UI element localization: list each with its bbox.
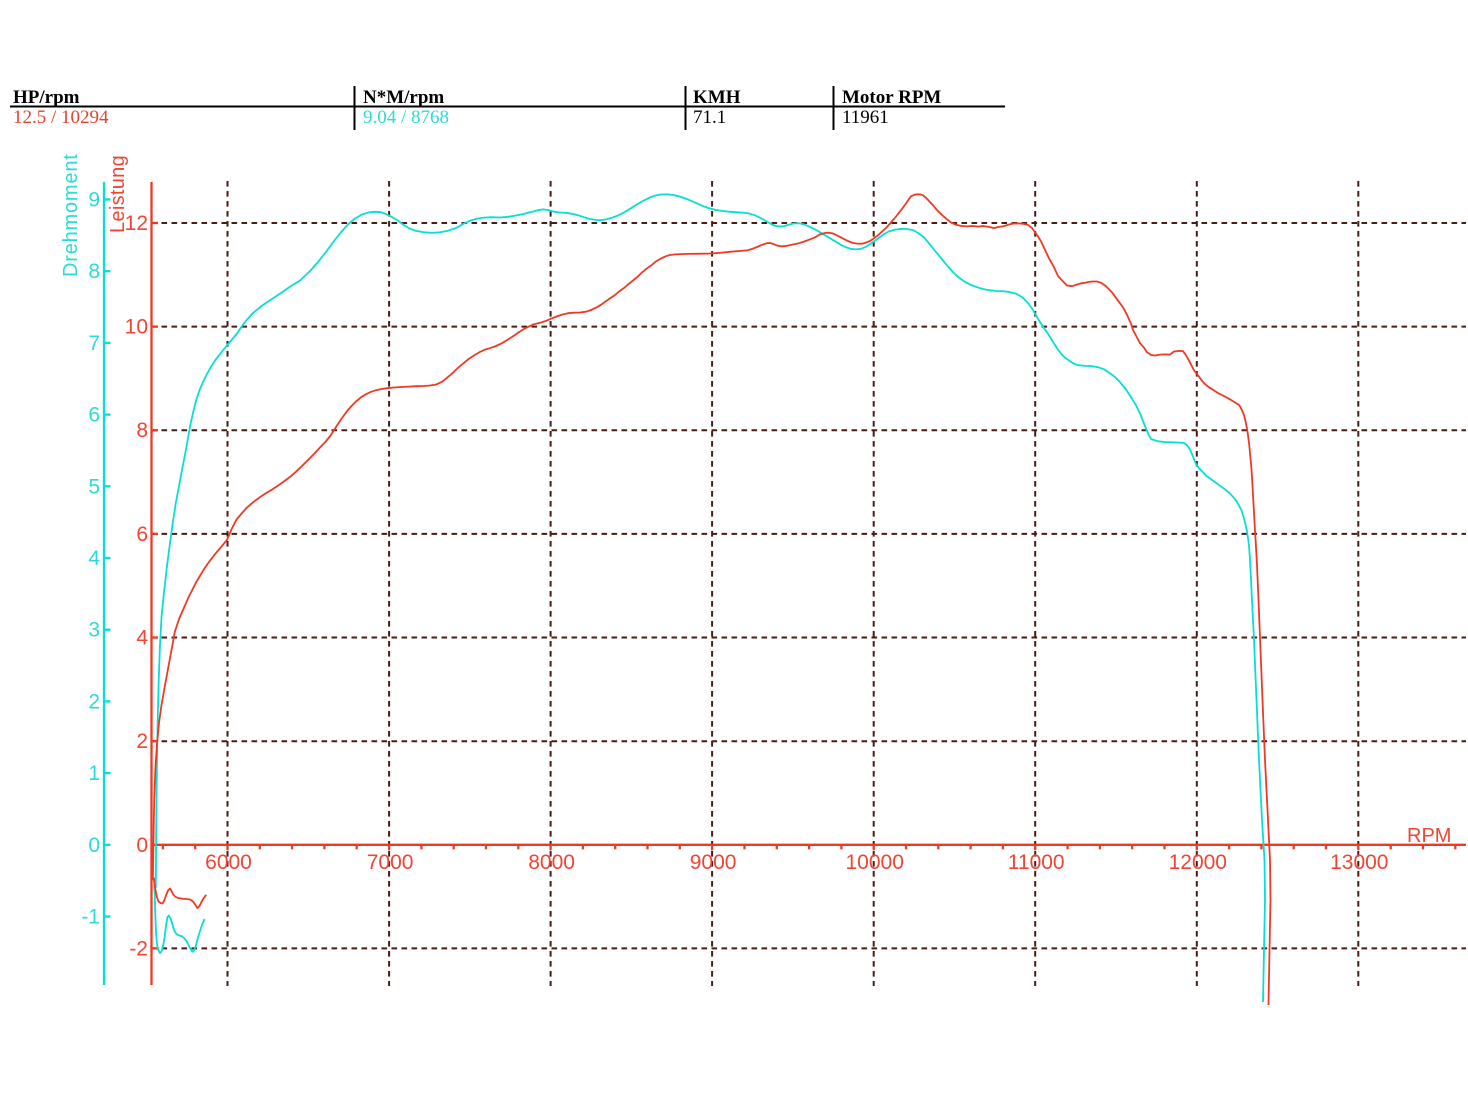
svg-text:6: 6 — [136, 523, 148, 546]
svg-text:8000: 8000 — [528, 851, 575, 874]
svg-text:Leistung: Leistung — [107, 155, 129, 233]
svg-text:N*M/rpm: N*M/rpm — [363, 87, 444, 108]
svg-text:KMH: KMH — [693, 87, 741, 108]
svg-text:3: 3 — [88, 619, 100, 642]
svg-text:12000: 12000 — [1169, 851, 1227, 874]
svg-text:13000: 13000 — [1330, 851, 1388, 874]
svg-text:10: 10 — [125, 316, 148, 339]
svg-text:12.5 / 10294: 12.5 / 10294 — [13, 107, 109, 128]
svg-text:8: 8 — [88, 260, 100, 283]
svg-text:RPM: RPM — [1407, 825, 1451, 847]
svg-text:6000: 6000 — [205, 851, 252, 874]
svg-text:4: 4 — [88, 547, 100, 570]
svg-text:-2: -2 — [129, 937, 148, 960]
svg-text:0: 0 — [88, 834, 100, 857]
svg-text:1: 1 — [88, 762, 100, 785]
svg-text:Drehmoment: Drehmoment — [60, 153, 82, 277]
svg-text:71.1: 71.1 — [693, 107, 726, 128]
svg-text:HP/rpm: HP/rpm — [13, 87, 80, 108]
svg-text:2: 2 — [88, 690, 100, 713]
svg-text:5: 5 — [88, 475, 100, 498]
svg-text:6: 6 — [88, 404, 100, 427]
svg-text:8: 8 — [136, 419, 148, 442]
svg-text:Motor RPM: Motor RPM — [842, 87, 941, 108]
svg-text:7: 7 — [88, 332, 100, 355]
svg-text:2: 2 — [136, 730, 148, 753]
svg-text:7000: 7000 — [367, 851, 414, 874]
svg-text:9000: 9000 — [690, 851, 737, 874]
svg-text:4: 4 — [136, 627, 148, 650]
svg-text:12: 12 — [125, 212, 148, 235]
svg-text:11000: 11000 — [1008, 851, 1065, 874]
svg-text:-1: -1 — [81, 906, 100, 929]
svg-text:9.04 / 8768: 9.04 / 8768 — [363, 107, 449, 128]
svg-text:10000: 10000 — [845, 851, 903, 874]
svg-text:9: 9 — [88, 189, 100, 212]
svg-text:0: 0 — [136, 834, 148, 857]
svg-text:11961: 11961 — [842, 107, 889, 128]
